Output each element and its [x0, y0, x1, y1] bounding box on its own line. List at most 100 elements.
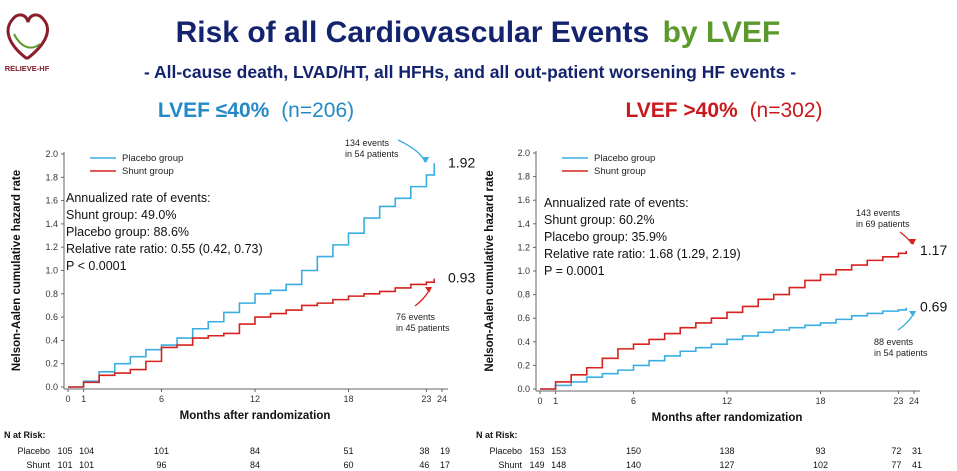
y-tick-label: 0.4 — [45, 335, 58, 345]
risk-cell: 102 — [813, 460, 828, 470]
risk-cell: 51 — [343, 446, 353, 456]
shunt-annotation-text: in 69 patients — [856, 219, 910, 229]
x-tick-label: 1 — [81, 394, 86, 404]
shunt-annotation-text: 76 events — [396, 312, 436, 322]
right-heading-n: (n=302) — [750, 99, 823, 122]
risk-cell: 38 — [419, 446, 429, 456]
x-tick-label: 12 — [250, 394, 260, 404]
subtitle: - All-cause death, LVAD/HT, all HFHs, an… — [144, 62, 796, 82]
x-tick-label: 0 — [537, 396, 542, 406]
risk-cell: 19 — [440, 446, 450, 456]
y-tick-label: 1.6 — [517, 195, 530, 205]
right-panel-heading: LVEF >40% (n=302) — [625, 99, 822, 122]
placebo-end-value: 0.69 — [920, 299, 947, 315]
risk-cell: 60 — [343, 460, 353, 470]
legend-label: Placebo group — [594, 153, 655, 164]
risk-cell: 31 — [912, 446, 922, 456]
placebo-annotation-text: in 54 patients — [345, 149, 399, 159]
shunt-annotation-arrowhead — [425, 287, 432, 293]
stats-line: Relative rate ratio: 1.68 (1.29, 2.19) — [544, 247, 741, 261]
y-tick-label: 1.8 — [517, 172, 530, 182]
relieve-hf-logo: RELIEVE-HF — [5, 13, 50, 73]
shunt-annotation-text: 143 events — [856, 208, 901, 218]
risk-cell: 17 — [440, 460, 450, 470]
risk-cell: 127 — [719, 460, 734, 470]
risk-cell: 140 — [626, 460, 641, 470]
risk-cell: 77 — [891, 460, 901, 470]
shunt-annotation-arrow — [414, 291, 429, 307]
y-tick-label: 0.2 — [45, 359, 58, 369]
risk-table-header: N at Risk: — [476, 430, 518, 440]
placebo-series-line — [68, 163, 436, 388]
x-tick-label: 12 — [722, 396, 732, 406]
x-tick-label: 18 — [815, 396, 825, 406]
risk-cell: 84 — [250, 460, 260, 470]
right-chart-lvef-gt40: 0.0 0.2 0.4 0.6 0.8 1.0 1.2 1.4 1.6 1.8 2.0 0 1 6 12 18… — [476, 148, 947, 470]
y-tick-label: 1.2 — [45, 242, 58, 252]
y-tick-label: 0.0 — [45, 382, 58, 392]
x-tick-label: 6 — [159, 394, 164, 404]
y-tick-label: 2.0 — [517, 148, 530, 158]
heart-accent-icon — [13, 33, 41, 49]
y-tick-label: 1.8 — [45, 172, 58, 182]
shunt-annotation-text: in 45 patients — [396, 323, 450, 333]
risk-cell: 41 — [912, 460, 922, 470]
placebo-annotation-text: 134 events — [345, 138, 390, 148]
risk-cell: 93 — [815, 446, 825, 456]
placebo-annotation-text: 88 events — [874, 337, 914, 347]
y-tick-label: 1.2 — [517, 242, 530, 252]
risk-cell: 84 — [250, 446, 260, 456]
y-tick-label: 1.0 — [517, 266, 530, 276]
risk-row-label: Placebo — [17, 446, 50, 456]
risk-cell: 104 — [79, 446, 94, 456]
right-heading-bold: LVEF >40% — [625, 99, 738, 122]
y-tick-label: 0.2 — [517, 360, 530, 370]
y-tick-label: 0.0 — [517, 384, 530, 394]
risk-cell: 96 — [156, 460, 166, 470]
y-axis-title: Nelson-Aalen cumulative hazard rate — [484, 170, 496, 371]
legend-label: Shunt group — [122, 166, 174, 177]
y-tick-label: 1.0 — [45, 266, 58, 276]
left-chart-lvef-le40: 0.0 0.2 0.4 0.6 0.8 1.0 1.2 1.4 1.6 1.8 2.0 0 1 6 12 18… — [4, 138, 475, 470]
placebo-end-value: 1.92 — [448, 154, 475, 170]
placebo-annotation-text: in 54 patients — [874, 348, 928, 358]
risk-cell: 101 — [154, 446, 169, 456]
stats-line: Shunt group: 60.2% — [544, 213, 655, 227]
y-tick-label: 0.4 — [517, 337, 530, 347]
x-tick-label: 24 — [437, 394, 447, 404]
risk-cell: 46 — [419, 460, 429, 470]
risk-row-label: Placebo — [489, 446, 522, 456]
left-heading-bold: LVEF ≤40% — [158, 99, 270, 122]
stats-line: Shunt group: 49.0% — [66, 208, 177, 222]
risk-row-label: Shunt — [26, 460, 50, 470]
x-tick-label: 23 — [893, 396, 903, 406]
risk-table-header: N at Risk: — [4, 430, 46, 440]
y-tick-label: 0.8 — [45, 289, 58, 299]
y-axis-title: Nelson-Aalen cumulative hazard rate — [11, 170, 23, 371]
left-panel-heading: LVEF ≤40% (n=206) — [158, 99, 354, 122]
risk-cell: 101 — [57, 460, 72, 470]
shunt-end-value: 0.93 — [448, 270, 475, 286]
risk-cell: 150 — [626, 446, 641, 456]
x-tick-label: 1 — [553, 396, 558, 406]
x-tick-label: 18 — [343, 394, 353, 404]
shunt-annotation-arrowhead — [909, 239, 916, 245]
x-axis-title: Months after randomization — [652, 412, 803, 424]
x-tick-label: 23 — [421, 394, 431, 404]
logo-text: RELIEVE-HF — [5, 64, 50, 73]
placebo-annotation-arrowhead — [422, 157, 429, 163]
x-tick-label: 6 — [631, 396, 636, 406]
placebo-annotation-arrow — [397, 139, 426, 163]
y-tick-label: 1.4 — [45, 219, 58, 229]
stats-line: Placebo group: 88.6% — [66, 225, 189, 239]
x-tick-label: 0 — [65, 394, 70, 404]
placebo-annotation-arrowhead — [909, 311, 916, 317]
y-tick-label: 0.8 — [517, 290, 530, 300]
shunt-annotation-arrow — [899, 231, 913, 245]
risk-cell: 72 — [891, 446, 901, 456]
risk-cell: 101 — [79, 460, 94, 470]
risk-cell: 149 — [529, 460, 544, 470]
y-tick-label: 1.6 — [45, 196, 58, 206]
x-tick-label: 24 — [909, 396, 919, 406]
